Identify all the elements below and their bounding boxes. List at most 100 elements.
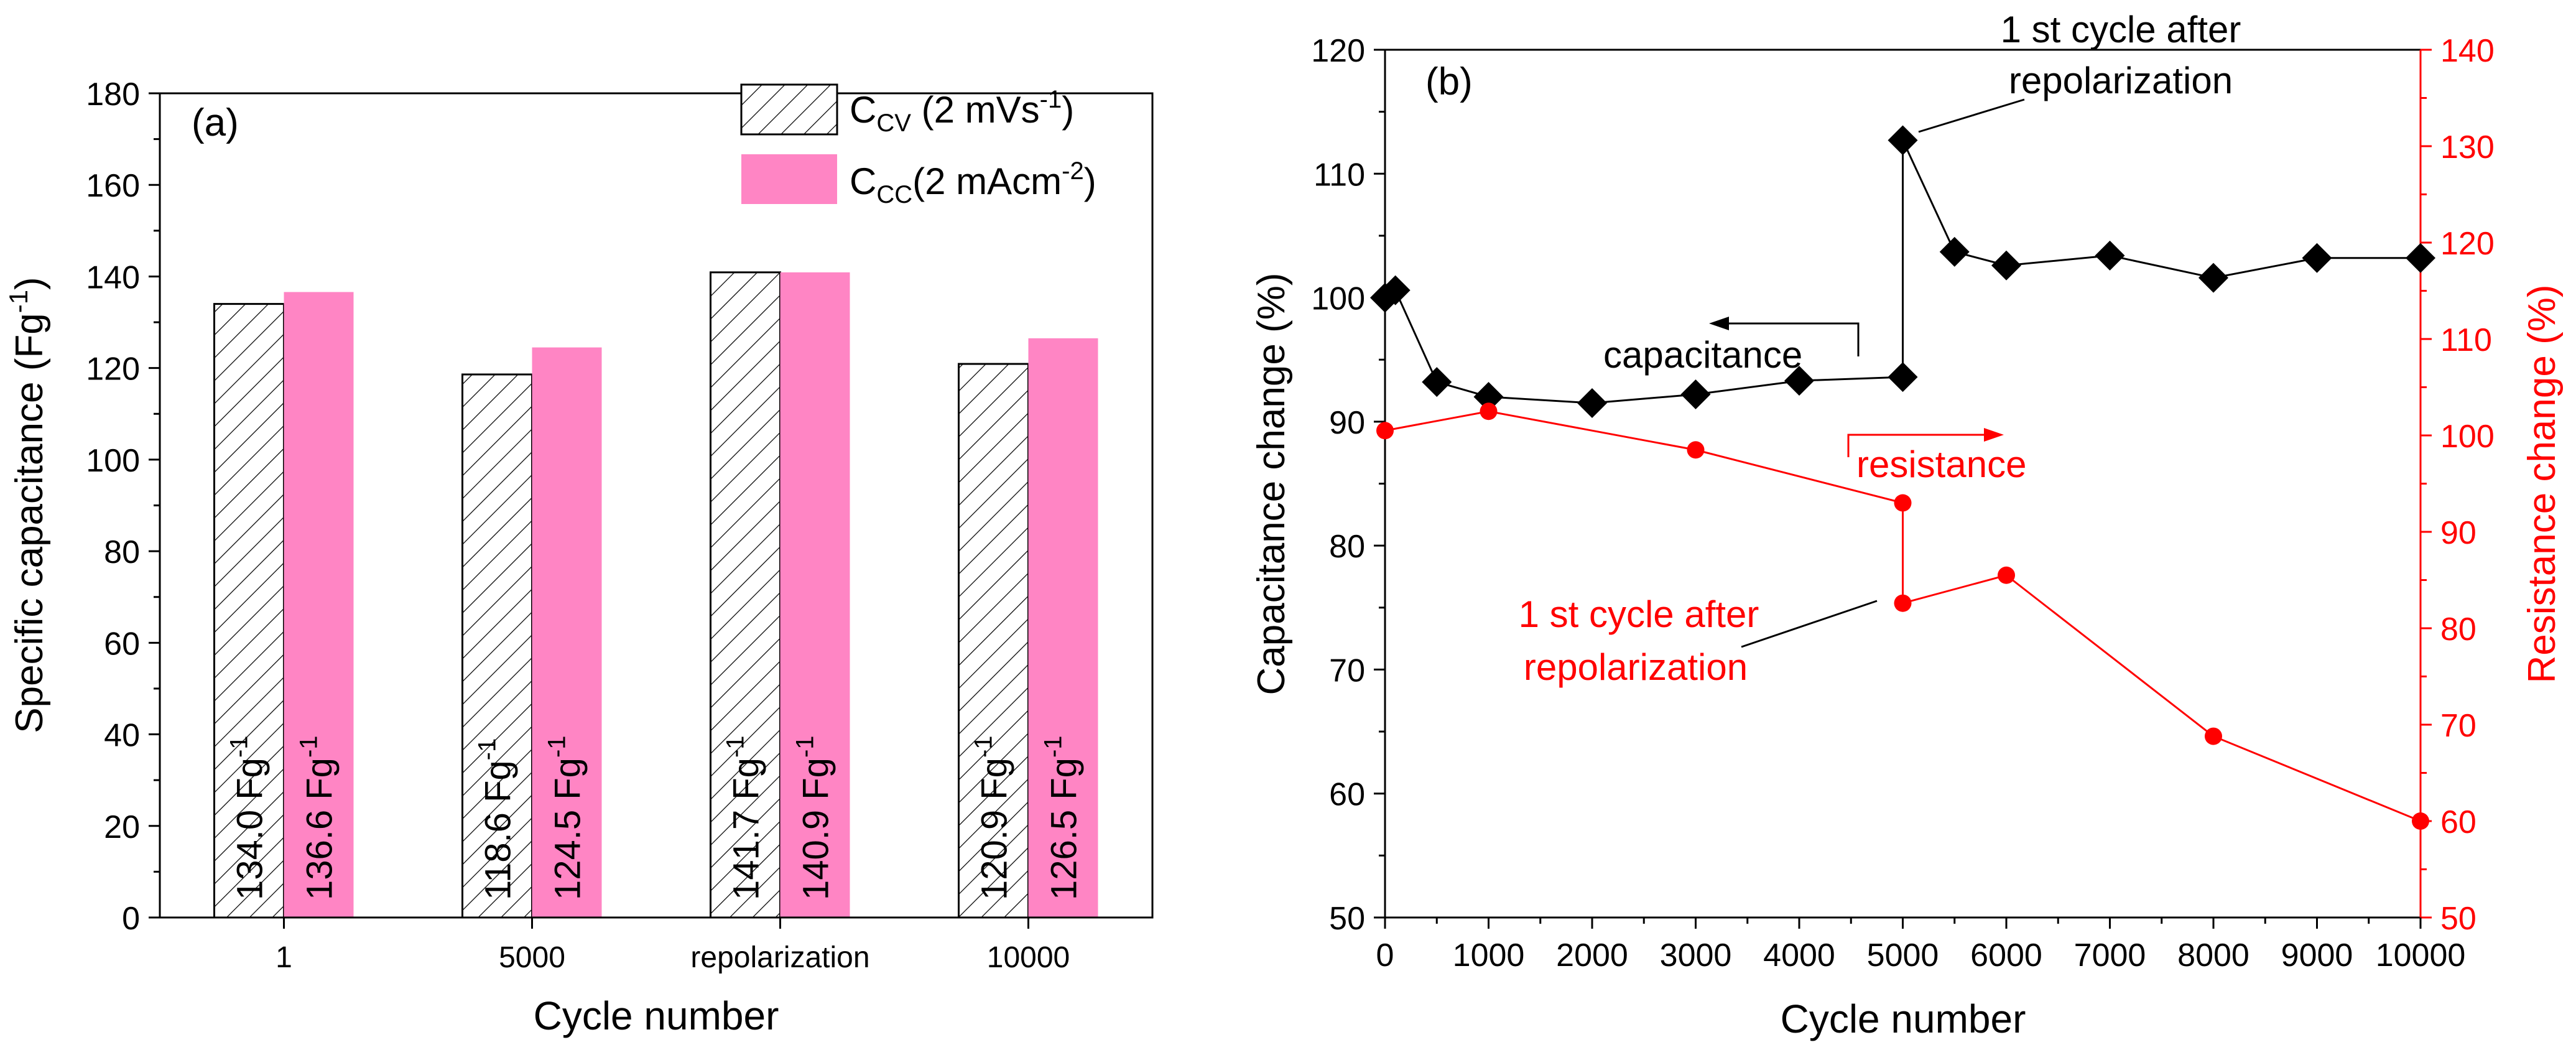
capacitance-point	[1888, 125, 1918, 156]
y-tick-label: 80	[104, 534, 140, 570]
x-tick-label: repolarization	[690, 941, 869, 974]
bar-value-label: 140.9 Fg-1	[792, 735, 836, 900]
left-y-tick-label: 100	[1311, 281, 1365, 317]
left-y-tick-label: 110	[1313, 157, 1365, 193]
x-tick-label: 7000	[2074, 937, 2146, 973]
x-tick-label: 5000	[1867, 937, 1939, 973]
bar-ccv	[958, 363, 1029, 919]
resistance-point	[1687, 441, 1705, 459]
panel-b: 50 60 70 80 90 100 110 120 50 60 70 80 90 100 110 120 1…	[1250, 9, 2564, 1041]
resistance-label: resistance	[1856, 444, 2026, 485]
annotation-bottom-line1: 1 st cycle after	[1519, 593, 1759, 635]
panel-b-left-y-ticks: 50 60 70 80 90 100 110 120	[1311, 33, 1385, 937]
panel-a-plot-frame	[159, 92, 1154, 919]
resistance-line	[1384, 410, 2421, 822]
x-tick-label: 4000	[1763, 937, 1835, 973]
y-tick-label: 20	[104, 809, 140, 845]
panel-a-bars: 134.0 Fg-1 136.6 Fg-1 118.6 Fg-1 124.5 Fg-1…	[213, 271, 1098, 919]
bar-value-label: 141.7 Fg-1	[722, 735, 767, 900]
resistance-point	[1894, 494, 1912, 512]
x-tick-label: 1	[276, 941, 292, 974]
panel-b-right-y-ticks: 50 60 70 80 90 100 110 120 130 140	[2421, 33, 2495, 937]
resistance-arrowhead	[1984, 428, 2004, 442]
panel-a-y-axis-title: Specific capacitance (Fg-1)	[4, 277, 51, 733]
right-y-tick-label: 130	[2440, 129, 2495, 165]
capacitance-point	[1473, 382, 1504, 412]
resistance-arrow	[1847, 434, 1993, 457]
x-tick-label: 9000	[2281, 937, 2353, 973]
bar-ccv	[710, 271, 781, 919]
capacitance-point	[1680, 379, 1711, 410]
right-y-tick-label: 50	[2440, 901, 2476, 937]
bar-value-label: 136.6 Fg-1	[295, 735, 340, 900]
right-y-tick-label: 110	[2440, 322, 2492, 358]
panel-b-left-y-axis-title: Capacitance change (%)	[1250, 273, 1293, 695]
right-y-tick-label: 90	[2440, 515, 2476, 551]
panel-a-label: (a)	[192, 101, 239, 144]
capacitance-point	[1888, 362, 1918, 393]
annotation-top-line2: repolarization	[2009, 60, 2233, 101]
capacitance-point	[1939, 236, 1970, 267]
y-tick-label: 180	[86, 77, 140, 113]
legend-label-ccv: CCV (2 mVs-1)	[850, 86, 1074, 137]
capacitance-point	[2095, 240, 2125, 271]
annotation-capacitance: capacitance	[1603, 317, 1860, 376]
bar-ccc	[532, 347, 602, 918]
y-tick-label: 140	[86, 259, 140, 295]
x-tick-label: 8000	[2177, 937, 2249, 973]
resistance-point	[2205, 727, 2222, 745]
right-y-tick-label: 100	[2440, 419, 2495, 455]
legend-label-ccc: CCC(2 mAcm-2)	[850, 157, 1096, 208]
left-y-tick-label: 60	[1329, 777, 1365, 813]
x-tick-label: 5000	[499, 941, 565, 974]
left-y-tick-label: 90	[1329, 405, 1365, 441]
right-y-tick-label: 80	[2440, 611, 2476, 648]
annotation-top-line1: 1 st cycle after	[2001, 9, 2241, 50]
right-y-tick-label: 120	[2440, 226, 2495, 262]
y-tick-label: 60	[104, 626, 140, 662]
resistance-point	[1480, 402, 1498, 420]
capacitance-point	[1577, 388, 1607, 418]
y-tick-label: 160	[86, 168, 140, 204]
right-y-tick-label: 60	[2440, 804, 2476, 840]
left-y-tick-label: 70	[1329, 653, 1365, 689]
legend-swatch-ccv	[740, 83, 838, 136]
left-y-tick-label: 120	[1311, 33, 1365, 69]
bar-value-label: 126.5 Fg-1	[1040, 735, 1085, 900]
annotation-resistance: resistance	[1847, 428, 2026, 485]
bar-value-label: 134.0 Fg-1	[226, 735, 271, 900]
bar-value-label: 124.5 Fg-1	[544, 735, 588, 900]
x-tick-label: 10000	[2376, 937, 2466, 973]
bar-ccv	[461, 373, 533, 919]
bar-value-label: 120.9 Fg-1	[970, 735, 1015, 900]
bar-ccc	[780, 272, 850, 918]
resistance-point	[1894, 594, 1912, 612]
right-y-tick-label: 140	[2440, 33, 2495, 69]
capacitance-point	[2198, 262, 2228, 293]
capacitance-label: capacitance	[1603, 334, 1802, 376]
panel-a-y-ticks: 0 20 40 60 80 100 120 140 160 180	[86, 77, 160, 937]
capacitance-point	[1380, 275, 1411, 305]
resistance-point	[1998, 566, 2015, 584]
resistance-point	[1376, 422, 1394, 440]
capacitance-point	[2302, 243, 2332, 273]
panel-b-label: (b)	[1425, 60, 1473, 103]
bar-ccv	[213, 303, 285, 919]
capacitance-arrowhead	[1709, 317, 1729, 330]
panel-a-x-axis-title: Cycle number	[534, 993, 779, 1038]
capacitance-arrow	[1720, 322, 1860, 356]
y-tick-label: 0	[122, 901, 140, 937]
y-tick-label: 40	[104, 718, 140, 754]
left-y-tick-label: 50	[1329, 901, 1365, 937]
annotation-bottom-line2: repolarization	[1524, 646, 1748, 688]
annotation-top: 1 st cycle after repolarization	[1918, 9, 2241, 133]
annotation-bottom: 1 st cycle after repolarization	[1519, 593, 1878, 688]
panel-b-x-axis-title: Cycle number	[1781, 997, 2026, 1041]
capacitance-point	[1784, 366, 1814, 396]
y-tick-label: 120	[86, 351, 140, 388]
bar-value-label: 118.6 Fg-1	[474, 738, 519, 900]
x-tick-label: 1000	[1453, 937, 1525, 973]
legend-swatch-ccc	[741, 154, 837, 204]
panel-a: 0 20 40 60 80 100 120 140 160 180 1 5000 repolariza…	[4, 77, 1154, 1038]
resistance-point	[2412, 812, 2429, 830]
